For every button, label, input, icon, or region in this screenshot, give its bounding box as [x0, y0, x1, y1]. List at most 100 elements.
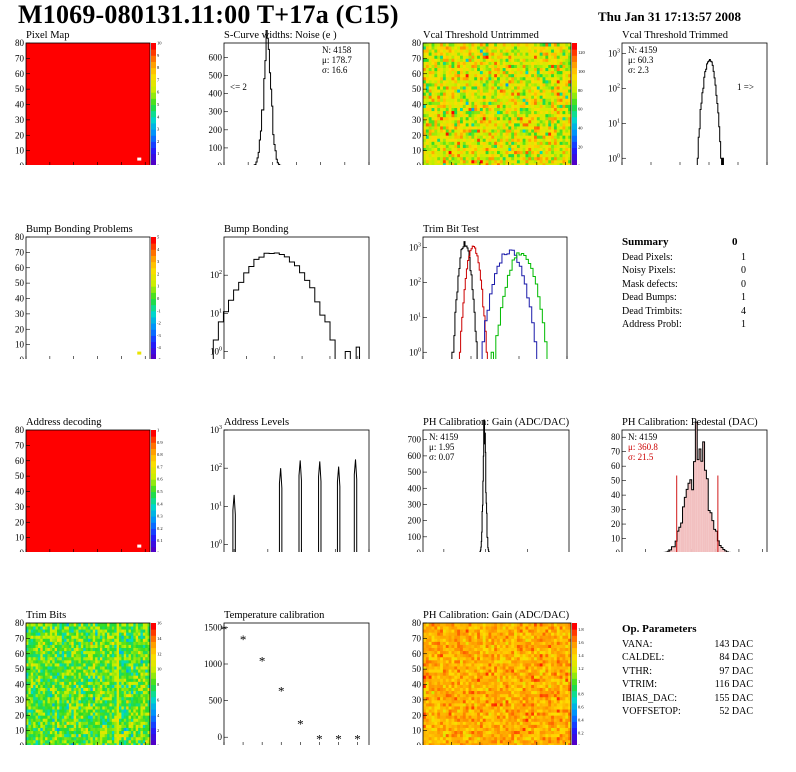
heatmap-cell	[45, 709, 48, 713]
colorbar-tick-label: 100	[578, 69, 586, 74]
heatmap-cell	[479, 742, 484, 745]
heatmap-cell	[460, 107, 464, 112]
heatmap-cell	[539, 89, 543, 93]
heatmap-cell	[71, 681, 75, 685]
heatmap-cell	[102, 629, 106, 633]
heatmap-cell	[460, 86, 464, 90]
heatmap-cell	[462, 116, 467, 121]
heatmap-cell	[92, 678, 96, 682]
heatmap-cell	[133, 632, 137, 636]
heatmap-cell	[485, 61, 489, 65]
heatmap-cell	[147, 672, 151, 676]
heatmap-cell	[534, 122, 538, 127]
heatmap-cell	[431, 61, 435, 65]
heatmap-cell	[542, 55, 546, 59]
heatmap-cell	[423, 736, 427, 741]
heatmap-cell	[45, 684, 48, 688]
heatmap-cell	[99, 715, 103, 719]
heatmap-cell	[448, 147, 452, 152]
heatmap-cell	[460, 52, 464, 56]
heatmap-cell	[565, 110, 569, 115]
heatmap-cell	[431, 104, 435, 108]
heatmap-cell	[536, 126, 541, 130]
heatmap-cell	[68, 687, 72, 692]
heatmap-cell	[542, 113, 546, 118]
y-tick-label: 102	[608, 83, 620, 93]
heatmap-cell	[548, 92, 552, 96]
heatmap-cell	[468, 61, 472, 65]
heatmap-cell	[107, 632, 110, 636]
heatmap-cell	[522, 64, 526, 68]
heatmap-cell	[553, 107, 558, 112]
heatmap-cell	[511, 70, 515, 75]
heatmap-cell	[477, 153, 481, 158]
heatmap-cell	[451, 156, 455, 161]
heatmap-cell	[135, 647, 139, 652]
heatmap-cell	[76, 702, 79, 707]
heatmap-cell	[428, 61, 432, 65]
heatmap-cell	[85, 635, 89, 639]
heatmap-cell	[83, 699, 87, 704]
heatmap-cell	[145, 690, 149, 695]
heatmap-cell	[462, 70, 467, 75]
heatmap-cell	[497, 116, 501, 121]
heatmap-cell	[90, 678, 94, 682]
heatmap-cell	[534, 82, 538, 87]
heatmap-cell	[130, 702, 134, 707]
heatmap-cell	[33, 715, 36, 719]
heatmap-cell	[90, 656, 94, 661]
heatmap-cell	[111, 693, 115, 698]
heatmap-cell	[45, 662, 48, 667]
heatmap-cell	[423, 739, 427, 744]
heatmap-cell	[95, 672, 98, 676]
heatmap-cell	[508, 135, 512, 139]
heatmap-cell	[145, 733, 149, 738]
heatmap-cell	[568, 129, 572, 133]
heatmap-cell	[482, 98, 487, 102]
heatmap-cell	[479, 144, 484, 148]
heatmap-cell	[502, 61, 506, 65]
heatmap-cell	[68, 638, 72, 642]
heatmap-cell	[488, 89, 492, 93]
heatmap-cell	[57, 669, 60, 673]
heatmap-cell	[448, 736, 452, 741]
heatmap-cell	[145, 712, 149, 716]
heatmap-cell	[511, 76, 515, 81]
heatmap-cell	[99, 672, 103, 676]
heatmap-cell	[47, 687, 51, 692]
histogram-line	[253, 30, 282, 165]
heatmap-cell	[126, 699, 129, 704]
heatmap-cell	[54, 739, 58, 744]
heatmap-cell	[26, 684, 29, 688]
heatmap-cell	[104, 721, 108, 725]
heatmap-cell	[90, 659, 94, 664]
heatmap-cell	[28, 742, 32, 745]
heatmap-cell	[80, 626, 84, 630]
heatmap-cell	[514, 55, 518, 59]
heatmap-cell	[545, 98, 549, 102]
plot-frame	[25, 236, 151, 359]
heatmap-cell	[548, 113, 552, 118]
heatmap-cell	[76, 712, 79, 716]
heatmap-cell	[37, 712, 41, 716]
heatmap-cell	[491, 141, 495, 145]
heatmap-cell	[59, 672, 63, 676]
heatmap-cell	[442, 116, 447, 121]
heatmap-cell	[468, 147, 472, 152]
heatmap-cell	[434, 150, 438, 155]
heatmap-cell	[107, 730, 110, 735]
heatmap-cell	[49, 684, 53, 688]
heatmap-cell	[508, 82, 512, 87]
annotation: <= 2	[230, 82, 247, 92]
heatmap-cell	[502, 126, 506, 130]
heatmap-cell	[548, 119, 552, 124]
heatmap-cell	[428, 119, 432, 124]
heatmap-cell	[562, 141, 566, 145]
heatmap-cell	[37, 721, 41, 725]
heatmap-cell	[448, 156, 452, 161]
y-tick-label: 102	[210, 463, 222, 473]
heatmap-cell	[147, 706, 151, 710]
heatmap-cell	[437, 110, 441, 115]
heatmap-cell	[531, 742, 535, 745]
heatmap-cell	[49, 724, 53, 728]
